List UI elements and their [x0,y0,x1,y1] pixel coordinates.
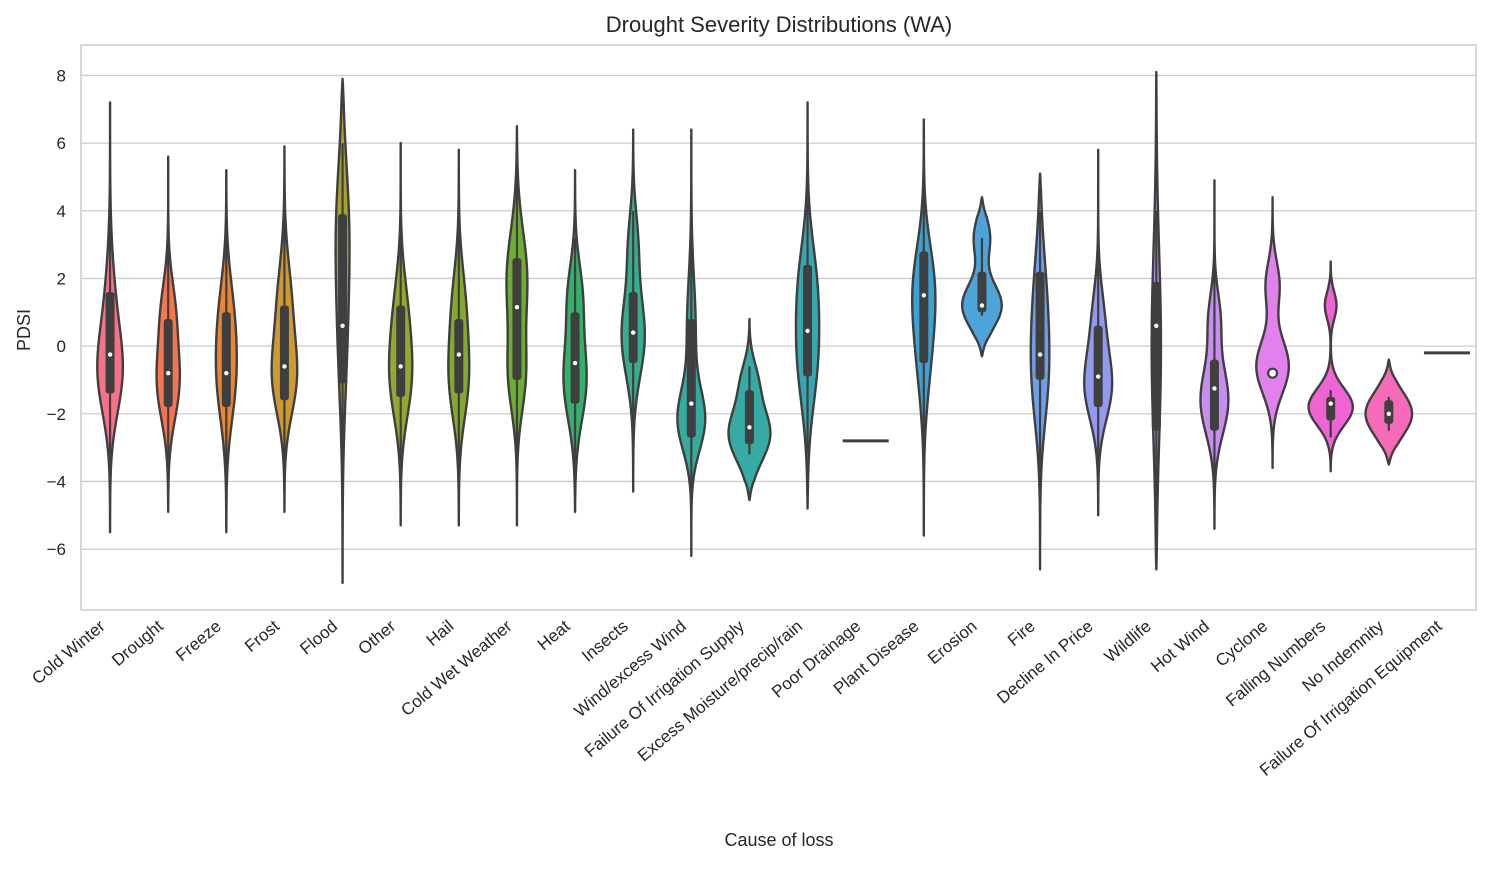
violin-median-marker [805,328,810,334]
violin-iqr-box [628,291,638,364]
violin-drought [155,155,182,514]
y-tick-label: 4 [57,202,66,221]
violin-median-marker [630,330,636,335]
violin-iqr-box [977,271,987,313]
violin-median-marker [1386,411,1392,416]
violin-iqr-box [105,291,115,394]
violin-median-marker [165,370,171,376]
violin-iqr-box [221,312,231,408]
violin-erosion [960,196,1003,358]
violin-plant-disease [910,118,937,537]
y-tick-label: 0 [57,337,66,356]
violin-iqr-box [919,251,929,364]
violin-median-marker [1037,352,1043,357]
violin-failure-of-irrigation-supply [727,317,772,502]
violin-iqr-box [570,312,580,404]
x-tick-label: Flood [296,617,341,659]
chart-title: Drought Severity Distributions (WA) [606,12,952,37]
violin-iqr-box [1093,325,1103,408]
violin-median-marker [456,352,462,357]
violin-iqr-box [1326,396,1336,421]
x-axis-label: Cause of loss [724,830,833,850]
y-tick-labels: −6 −4 −2 0 2 4 6 8 [47,66,66,559]
violin-body [1307,260,1354,473]
violin-cyclone [1255,196,1291,470]
x-tick-label: Cold Winter [28,616,108,688]
violin-median-marker [1328,401,1333,406]
x-tick-label: Falling Numbers [1222,617,1329,711]
violin-excess-moisture-precip-rain [794,101,821,510]
violin-iqr-box [512,258,522,380]
x-tick-label: Other [354,616,399,658]
x-tick-label: Insects [578,617,631,666]
x-tick-label: Hail [423,617,458,650]
violin-median-marker [514,305,520,310]
violin-iqr-box [163,319,173,408]
y-tick-label: 2 [57,269,66,288]
violin-other [387,141,414,527]
violin-freeze [214,168,238,534]
grid-layer [81,74,1476,550]
violin-wildlife [1150,70,1163,571]
violin-cold-winter [96,101,125,534]
x-tick-label: Wildlife [1101,617,1155,667]
violin-iqr-box [686,319,696,438]
violin-median-marker [979,303,985,308]
y-tick-label: 6 [57,134,66,153]
x-tick-label: Erosion [924,617,980,669]
violin-no-indemnity [1364,358,1414,466]
x-tick-label: Drought [108,616,167,670]
violin-falling-numbers [1307,260,1354,473]
y-axis-label: PDSI [14,309,34,351]
violin-median-marker [1095,374,1101,379]
violin-fire [1029,172,1051,571]
violin-median-marker [689,401,694,406]
violin-heat [562,168,588,514]
violin-layer [96,70,1470,585]
violin-decline-in-price [1083,148,1114,517]
violin-median-marker [340,323,345,329]
violin-median-marker [921,293,927,298]
violin-median-marker [572,360,578,366]
violin-median-marker [1154,323,1159,329]
plot-frame [80,44,1477,611]
violin-median-marker [282,364,287,369]
y-tick-label: −4 [47,472,66,491]
violin-iqr-box [803,264,813,377]
violin-median-marker [1212,386,1217,391]
violin-iqr-box [279,305,289,401]
violin-hail [447,148,471,527]
y-tick-label: −2 [47,405,66,424]
x-tick-label: Hot Wind [1147,617,1213,676]
violin-median-marker [747,425,752,430]
violin-iqr-box [396,305,406,397]
violin-frost [270,145,299,514]
violin-iqr-box [1035,271,1045,380]
violin-cold-wet-weather [505,125,529,527]
violin-body [1255,196,1291,470]
violin-insects [620,128,647,493]
violin-iqr-box [1209,359,1219,431]
violin-wind-excess-wind [676,128,707,558]
violin-median-marker [398,364,403,369]
violin-iqr-box [1151,281,1161,431]
violin-median-marker [1266,367,1279,379]
y-tick-label: −6 [47,540,66,559]
x-tick-labels: Cold Winter Drought Freeze Frost Flood Other H… [28,616,1445,780]
x-tick-label: Freeze [172,617,225,666]
violin-flood [334,77,351,585]
violin-iqr-box [744,390,754,445]
x-tick-label: Heat [534,616,574,654]
y-tick-label: 8 [57,66,66,85]
x-tick-label: Cold Wet Weather [397,616,515,720]
x-tick-label: Fire [1004,617,1039,650]
x-tick-label: Frost [241,616,283,656]
violin-median-marker [107,352,113,357]
violin-median-marker [224,370,229,376]
violin-iqr-box [338,214,348,384]
violin-hot-wind [1199,179,1230,530]
